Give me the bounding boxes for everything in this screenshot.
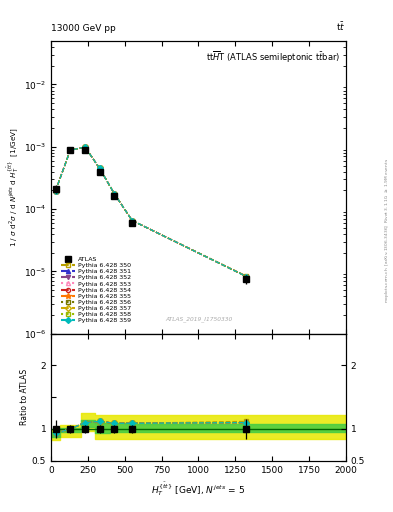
X-axis label: $H_T^{\{\bar{t}t\}}$ [GeV], $N^{jets}$ = 5: $H_T^{\{\bar{t}t\}}$ [GeV], $N^{jets}$ =… [151,480,246,498]
Y-axis label: 1 / $\sigma$ d$^2\sigma$ / d $N^{jets}$ d $H_T^{\{\bar{t}t\}}$  [1/GeV]: 1 / $\sigma$ d$^2\sigma$ / d $N^{jets}$ … [6,127,21,247]
Y-axis label: Ratio to ATLAS: Ratio to ATLAS [20,369,29,425]
Text: mcplots.cern.ch  [arXiv:1306.3436]  Rivet 3.1.10, $\geq$ 1.9M events: mcplots.cern.ch [arXiv:1306.3436] Rivet … [383,158,391,303]
Text: ATLAS_2019_I1750330: ATLAS_2019_I1750330 [165,316,232,322]
Legend: ATLAS, Pythia 6.428 350, Pythia 6.428 351, Pythia 6.428 352, Pythia 6.428 353, P: ATLAS, Pythia 6.428 350, Pythia 6.428 35… [60,255,132,325]
Text: t$\bar{t}$: t$\bar{t}$ [336,20,346,33]
Text: 13000 GeV pp: 13000 GeV pp [51,24,116,33]
Text: tt$\overline{H}$T (ATLAS semileptonic t$\bar{t}$bar): tt$\overline{H}$T (ATLAS semileptonic t$… [206,50,340,65]
